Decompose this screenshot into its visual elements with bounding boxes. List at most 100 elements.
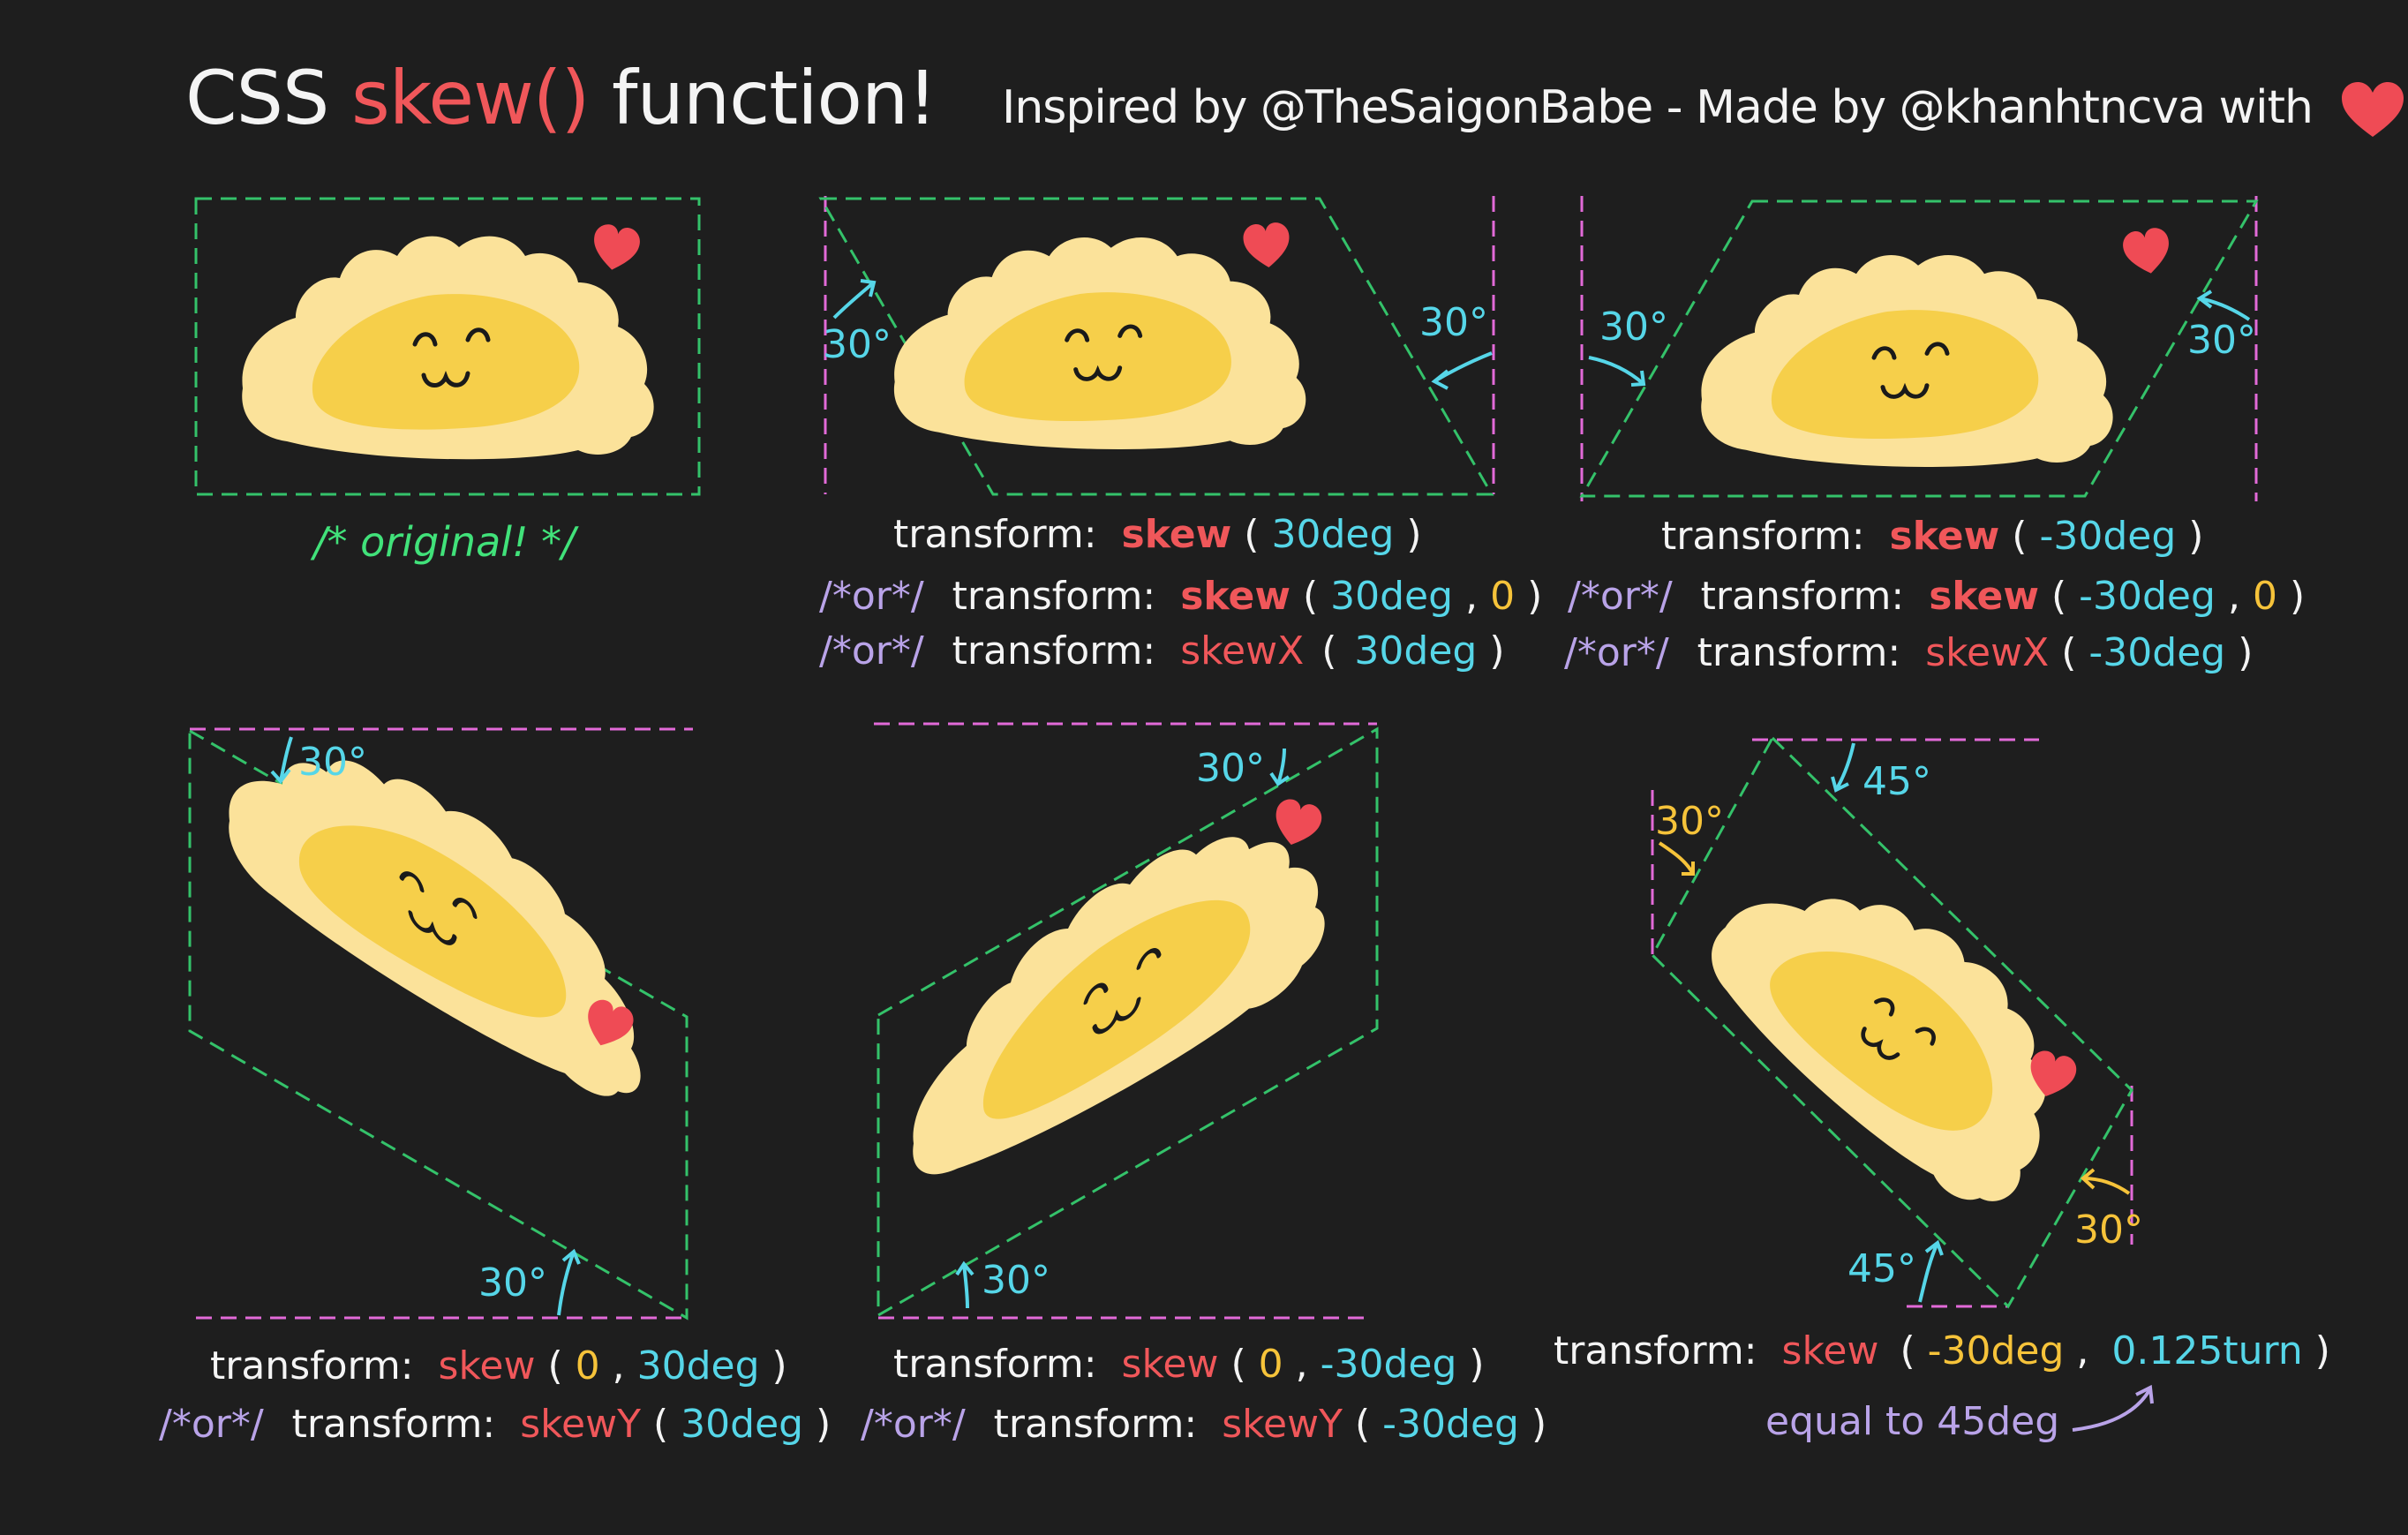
code-paren: ( <box>653 1402 668 1447</box>
code-comma: , <box>613 1343 625 1388</box>
code-arg: 30deg <box>637 1343 760 1388</box>
code-paren: ) <box>2315 1328 2330 1373</box>
code-paren: ) <box>1531 1402 1546 1447</box>
code-paren: ) <box>2238 630 2253 675</box>
code-keyword: transform: <box>1661 514 1865 559</box>
code-arg: -30deg <box>2079 574 2216 619</box>
code-arg: 30deg <box>1354 628 1477 673</box>
angle-label-top-right: 45° <box>1862 759 1931 804</box>
heart-icon <box>1242 221 1292 270</box>
svg-text:transform: skew (: transform: skew ( 0 , -30deg ) <box>893 1342 1485 1387</box>
code-or-comment: /*or*/ <box>1568 574 1673 619</box>
angle-label-top: 30° <box>1196 746 1265 791</box>
heart-icon <box>2342 82 2404 137</box>
code-comma: , <box>2076 1328 2088 1373</box>
heart-icon <box>2120 225 2174 278</box>
code-arg: 0.125turn <box>2111 1328 2302 1373</box>
code-or-comment: /*or*/ <box>819 574 924 619</box>
code-keyword: transform: <box>1554 1328 1757 1373</box>
code-comma: , <box>1465 574 1478 619</box>
dumpling-illustration <box>1684 822 2113 1227</box>
code-keyword: transform: <box>210 1343 414 1388</box>
code-function: skew <box>1122 1342 1219 1387</box>
panel-skew-x-positive: 30° 30° <box>818 196 1495 496</box>
code-arg: -30deg <box>2088 630 2225 675</box>
skewed-box <box>1579 199 2259 498</box>
code-arg: -30deg <box>1382 1402 1519 1447</box>
code-paren: ( <box>1303 574 1318 619</box>
code-paren: ) <box>1406 512 1421 557</box>
angle-label-right: 30° <box>1419 300 1488 345</box>
svg-text:/*or*/ transform:: /*or*/ transform: skew ( 30deg , 0 ) <box>819 574 1542 619</box>
code-arg: 30deg <box>1330 574 1453 619</box>
code-function: skew <box>1122 512 1232 557</box>
page-title: CSS skew() function! <box>185 55 937 141</box>
code-paren: ( <box>1355 1402 1370 1447</box>
code-arg: 0 <box>1259 1342 1283 1387</box>
code-paren: ) <box>772 1343 787 1388</box>
angle-label-left: 30° <box>1599 305 1668 350</box>
code-or-comment: /*or*/ <box>861 1402 966 1447</box>
dumpling-illustration <box>894 237 1306 449</box>
title-function: function! <box>612 55 937 141</box>
code-keyword: transform: <box>1697 630 1901 675</box>
panel-skew-y-positive: 30° 30° <box>188 676 693 1321</box>
code-function: skew <box>1890 514 2000 559</box>
credits: Inspired by @TheSaigonBabe - Made by @kh… <box>1002 81 2404 139</box>
dumpling-illustration <box>1701 255 2112 467</box>
code-keyword: transform: <box>893 512 1097 557</box>
code-function: skew <box>1180 574 1291 619</box>
code-arg: -30deg <box>1928 1328 2065 1373</box>
code-arg: 30deg <box>681 1402 803 1447</box>
code-paren: ( <box>547 1343 562 1388</box>
heart-icon <box>1268 796 1325 851</box>
title-css: CSS <box>185 55 329 141</box>
svg-text:/*or*/ transform:: /*or*/ transform: skewY ( -30deg ) <box>861 1402 1546 1447</box>
code-or-comment: /*or*/ <box>819 628 924 673</box>
svg-text:/*or*/ transform:: /*or*/ transform: skewY ( 30deg ) <box>159 1402 831 1447</box>
code-function: skew <box>1929 574 2039 619</box>
code-arg: 30deg <box>1271 512 1394 557</box>
code-function: skew <box>1782 1328 1879 1373</box>
panel-skew-x-negative: 30° 30° <box>1579 196 2259 501</box>
code-paren: ( <box>1230 1342 1245 1387</box>
heart-icon <box>589 222 643 275</box>
code-paren: ( <box>1244 512 1259 557</box>
angle-label-top-left: 30° <box>1655 799 1724 844</box>
code-arg: -30deg <box>2039 514 2176 559</box>
code-paren: ) <box>816 1402 831 1447</box>
title-skew: skew() <box>351 55 590 141</box>
svg-text:/*or*/ transform:: /*or*/ transform: skewX ( 30deg ) <box>819 628 1505 673</box>
code-arg: 0 <box>1490 574 1515 619</box>
code-function: skewX <box>1180 628 1304 673</box>
panel-skew-both: 45° 30° 45° 30° <box>1651 735 2143 1309</box>
code-paren: ( <box>1321 628 1336 673</box>
credits-text: Inspired by @TheSaigonBabe - Made by @kh… <box>1002 81 2314 134</box>
code-or-comment: /*or*/ <box>1564 630 1669 675</box>
code-paren: ( <box>1900 1328 1915 1373</box>
code-skew-y-negative: transform: skew ( 0 , -30deg ) /*or*/ tr… <box>861 1342 1546 1447</box>
code-paren: ) <box>1469 1342 1484 1387</box>
code-function: skewX <box>1925 630 2049 675</box>
code-arg: 0 <box>2253 574 2277 619</box>
skewed-box <box>818 197 1494 496</box>
code-comma: , <box>1296 1342 1308 1387</box>
code-function: skewY <box>1222 1402 1343 1447</box>
svg-text:transform: skew (: transform: skew ( -30deg , 0.125turn ) <box>1554 1328 2330 1373</box>
skewed-box <box>1651 735 2133 1309</box>
code-keyword: transform: <box>952 574 1156 619</box>
code-skew-y-positive: transform: skew ( 0 , 30deg ) /*or*/ tra… <box>159 1343 831 1447</box>
code-comma: , <box>2228 574 2240 619</box>
panel-skew-y-negative: 30° 30° <box>874 722 1379 1320</box>
code-skew-x-negative: transform: skew ( -30deg ) /*or*/ transf… <box>1564 514 2305 675</box>
svg-text:/*or*/ transform:: /*or*/ transform: skewX ( -30deg ) <box>1564 630 2253 675</box>
note-equal-45deg: equal to 45deg <box>1765 1399 2059 1444</box>
code-or-comment: /*or*/ <box>159 1402 264 1447</box>
svg-text:transform: skew (: transform: skew ( -30deg ) <box>1661 514 2203 559</box>
panel-original: /* original! */ <box>194 197 701 566</box>
code-function: skew <box>439 1343 536 1388</box>
code-skew-both: transform: skew ( -30deg , 0.125turn ) e… <box>1554 1328 2330 1444</box>
svg-text:transform: skew (: transform: skew ( 30deg ) <box>893 512 1422 557</box>
code-skew-x-positive: transform: skew ( 30deg ) /*or*/ transfo… <box>819 512 1542 673</box>
